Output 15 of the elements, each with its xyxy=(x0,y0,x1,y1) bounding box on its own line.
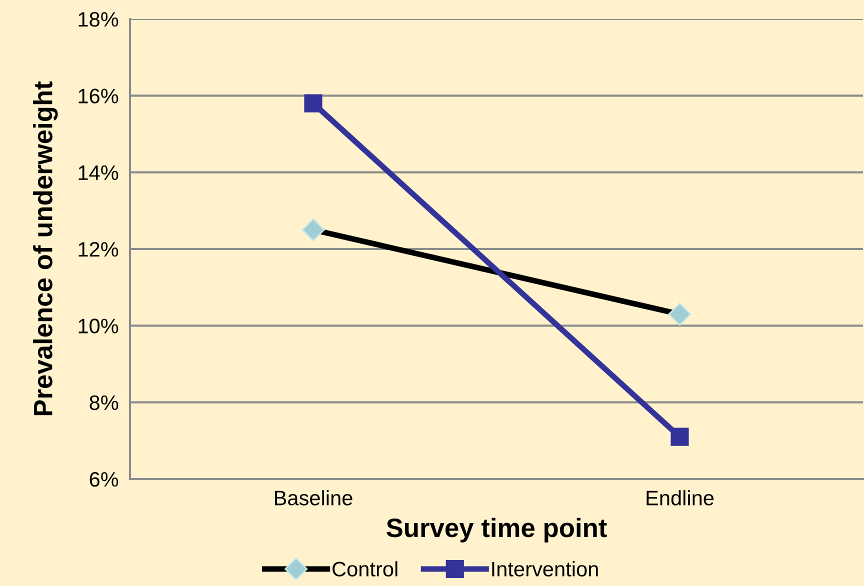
y-tick-label: 6% xyxy=(90,472,118,487)
x-tick-label: Endline xyxy=(646,490,714,506)
y-tick-label: 16% xyxy=(78,88,118,104)
y-tick-label: 14% xyxy=(78,165,118,180)
legend-label: Intervention xyxy=(492,561,598,576)
y-axis-title: Prevalence of underweight xyxy=(33,81,58,416)
legend-label: Control xyxy=(332,561,398,576)
y-tick-label: 10% xyxy=(78,318,118,334)
y-tick-label: 8% xyxy=(90,395,118,410)
x-axis-title: Survey time point xyxy=(386,518,607,542)
y-tick-label: 18% xyxy=(78,12,118,27)
point xyxy=(304,94,322,112)
x-tick-label: Baseline xyxy=(275,490,352,506)
y-tick-label: 12% xyxy=(78,242,118,257)
point xyxy=(670,428,689,446)
